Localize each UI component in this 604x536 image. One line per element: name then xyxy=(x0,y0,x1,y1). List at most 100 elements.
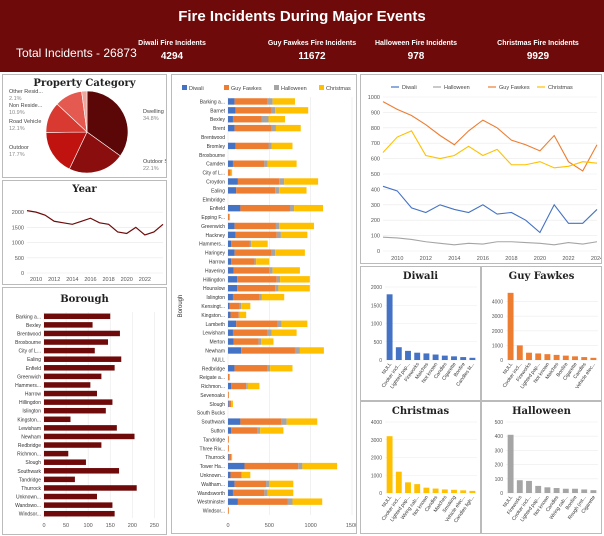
cause-bar xyxy=(590,490,597,493)
stack-bar-segment xyxy=(230,311,239,319)
stack-bar-segment xyxy=(281,320,308,327)
cause-bar xyxy=(572,488,578,493)
borough-xtick-label: 250 xyxy=(150,523,159,529)
borough-bar xyxy=(44,442,102,448)
kpi-guy-fawkes: Guy Fawkes Fire Incidents 11672 xyxy=(252,40,372,62)
stack-bar-segment xyxy=(271,124,276,132)
cause-bar xyxy=(395,471,402,493)
kpi-diwali: Diwali Fire Incidents 4294 xyxy=(112,40,232,62)
events-ytick-label: 800 xyxy=(371,126,380,132)
stack-bar-segment xyxy=(276,231,281,239)
borough-category-label: Tandridge xyxy=(19,477,41,483)
stack-bar-segment xyxy=(228,178,238,185)
stack-bar-segment xyxy=(294,347,300,354)
stack-category-label: Camden xyxy=(206,162,225,168)
stack-category-label: Harrow xyxy=(209,260,226,266)
events-series-line xyxy=(382,185,598,234)
stack-legend-swatch xyxy=(274,85,279,90)
stack-bar-segment xyxy=(228,453,232,461)
stack-bar-segment xyxy=(267,489,294,496)
stack-bar-segment xyxy=(254,258,257,265)
stack-bar-segment xyxy=(242,471,251,479)
stack-category-label: Sevenoaks xyxy=(200,393,225,399)
stack-bar-segment xyxy=(277,320,282,327)
cause-bar xyxy=(460,357,467,360)
stack-bar-segment xyxy=(271,329,297,336)
stack-bar-segment xyxy=(267,98,273,105)
pie-slice-percent: 17.7% xyxy=(9,152,25,158)
stack-bar-segment xyxy=(292,498,323,505)
borough-bar xyxy=(44,399,113,405)
stack-category-label: Barnet xyxy=(210,108,225,114)
events-series-line xyxy=(382,101,598,172)
borough-bar xyxy=(44,330,120,337)
borough-category-label: Thurrock xyxy=(21,486,41,492)
stack-bar-segment xyxy=(228,276,238,283)
kpi-christmas-value: 9929 xyxy=(526,51,550,62)
panel-borough-stacked: Diwali Guy Fawkes Halloween Christmas 0 500 10… xyxy=(171,74,357,534)
stack-bar-segment xyxy=(268,116,286,123)
stack-bar-segment xyxy=(228,187,237,194)
stack-bar-segment xyxy=(244,462,299,470)
borough-bar xyxy=(44,510,115,517)
stack-category-label: Sutton xyxy=(211,429,226,435)
borough-category-label: Enfield xyxy=(26,366,42,372)
events-xtick-label: 2020 xyxy=(534,256,546,262)
stack-bar-segment xyxy=(236,320,278,327)
stack-category-label: Broxbourne xyxy=(199,153,225,159)
stack-category-label: Kingston... xyxy=(201,313,225,319)
year-line-chart: 0 500 1000 1500 2000 2010 2012 2014 2016 2018 2020… xyxy=(12,210,164,283)
stack-bar-segment xyxy=(234,480,267,488)
stack-bar-segment xyxy=(228,498,238,505)
stack-bar-segment xyxy=(266,480,270,488)
stack-bar-segment xyxy=(261,116,269,123)
stack-category-label: Redbridge xyxy=(202,366,225,372)
events-legend-label: Halloween xyxy=(444,85,470,91)
cause-bar xyxy=(535,353,542,360)
stack-bar-segment xyxy=(228,213,230,221)
kpi-guy-fawkes-value: 11672 xyxy=(298,51,326,62)
cause-bar xyxy=(507,292,514,360)
borough-xtick-label: 0 xyxy=(42,523,45,529)
borough-category-label: Windsor... xyxy=(19,512,41,518)
cause-ytick-label: 1000 xyxy=(371,322,382,328)
cause-ytick-label: 3000 xyxy=(371,438,382,444)
stack-bar-segment xyxy=(287,498,293,505)
borough-category-label: Hillingdon xyxy=(19,400,41,406)
events-line-chart: Diwali Halloween Guy Fawkes Christmas 0 100 20… xyxy=(368,85,601,262)
total-incidents: Total Incidents - 26873 xyxy=(16,46,137,60)
borough-xtick-label: 50 xyxy=(63,523,69,529)
stack-category-label: Hackney xyxy=(206,233,226,239)
stack-bar-segment xyxy=(264,160,268,167)
stack-bar-segment xyxy=(275,124,301,132)
pie-slice xyxy=(45,131,88,170)
events-ytick-label: 500 xyxy=(371,172,380,178)
events-legend-label: Christmas xyxy=(548,85,573,91)
stack-category-label: Hammers... xyxy=(199,242,225,248)
stack-bar-segment xyxy=(228,249,235,256)
year-xtick-label: 2020 xyxy=(121,277,133,283)
pie-slice-label: Other Resid... xyxy=(9,89,43,95)
stack-bar-segment xyxy=(267,365,271,372)
cause-ytick-label: 500 xyxy=(374,340,383,346)
stack-category-label: Enfield xyxy=(210,206,226,212)
stack-bar-segment xyxy=(240,418,282,425)
stack-bar-segment xyxy=(228,391,229,399)
dashboard-title: Fire Incidents During Major Events xyxy=(178,8,426,25)
stack-category-label: South Bucks xyxy=(197,411,226,417)
pie-slice-percent: 22.1% xyxy=(143,166,159,172)
stack-bar-segment xyxy=(229,302,240,310)
cause-bar xyxy=(516,345,523,360)
cause-bar xyxy=(572,356,578,360)
stack-bar-segment xyxy=(279,178,285,185)
borough-bar xyxy=(44,433,135,440)
cause-bar xyxy=(562,355,569,360)
stack-bar-segment xyxy=(231,453,233,461)
stack-bar-segment xyxy=(228,222,235,230)
borough-bar xyxy=(44,373,102,380)
kpi-guy-fawkes-label: Guy Fawkes Fire Incidents xyxy=(267,40,357,47)
stack-bar-segment xyxy=(228,204,241,212)
stack-bar-segment xyxy=(234,222,276,230)
pie-slice-label: Non Reside... xyxy=(9,103,43,109)
stack-bar-segment xyxy=(271,142,293,150)
